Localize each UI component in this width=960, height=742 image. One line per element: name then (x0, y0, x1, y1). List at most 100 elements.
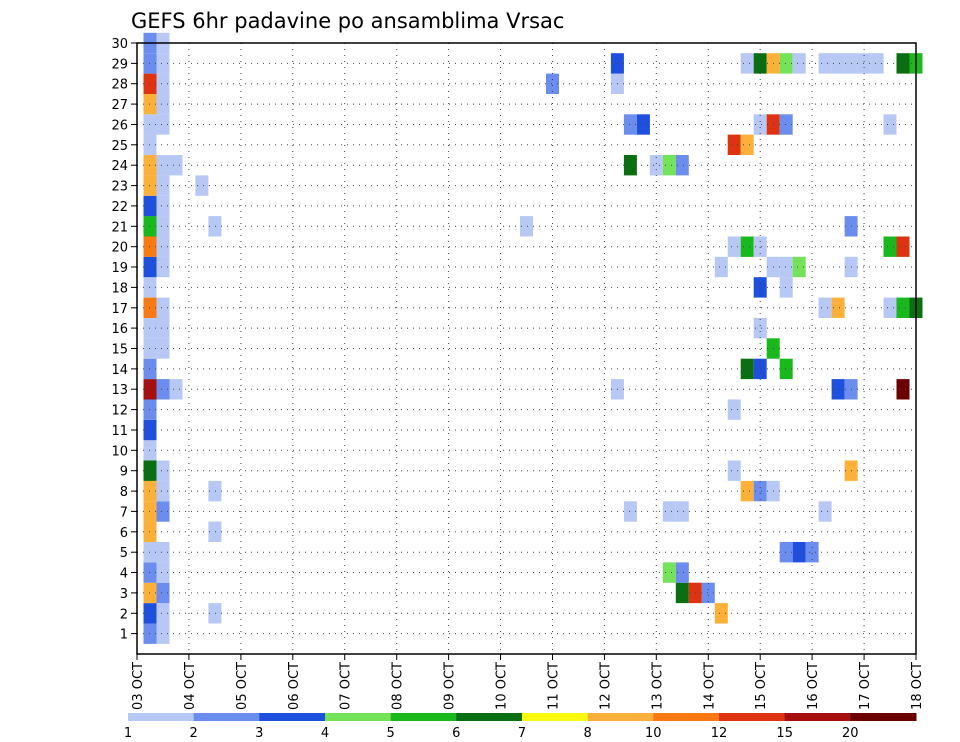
data-cell (156, 460, 170, 481)
colorbar-swatch (784, 713, 851, 721)
data-cell (156, 582, 170, 604)
y-tick-label: 3 (120, 587, 128, 602)
data-cell (636, 114, 650, 135)
data-cell (779, 114, 793, 135)
y-axis: 1234567891011121314151617181920212223242… (111, 37, 137, 643)
data-cell (896, 53, 910, 74)
colorbar-label: 2 (190, 726, 198, 741)
y-tick-label: 17 (111, 302, 128, 317)
x-tick-label: 17 OCT (858, 662, 873, 710)
data-cell (520, 216, 533, 237)
x-tick-label: 11 OCT (547, 662, 562, 710)
colorbar-swatch (587, 713, 654, 721)
y-tick-label: 8 (120, 485, 128, 500)
data-cell (779, 358, 793, 380)
y-tick-label: 12 (111, 404, 128, 419)
y-tick-label: 29 (111, 57, 128, 72)
data-cell (740, 480, 754, 502)
data-cell (779, 53, 793, 74)
colorbar-swatch (325, 713, 392, 721)
y-tick-label: 1 (120, 628, 128, 643)
data-cell (727, 460, 741, 481)
y-tick-label: 26 (111, 119, 128, 134)
y-tick-label: 13 (111, 383, 128, 398)
data-cell (675, 582, 689, 604)
data-cell (753, 317, 767, 339)
data-cell (546, 73, 559, 94)
y-tick-label: 19 (111, 261, 128, 276)
data-cell (156, 195, 170, 217)
data-cell (675, 155, 689, 176)
x-tick-label: 16 OCT (806, 662, 821, 710)
chart-title: GEFS 6hr padavine po ansamblima Vrsac (131, 9, 564, 33)
data-cell (779, 542, 793, 563)
colorbar-swatch (719, 713, 786, 721)
data-cell (896, 236, 910, 257)
y-tick-label: 27 (111, 98, 128, 113)
data-cell (662, 501, 676, 522)
data-cell (208, 216, 222, 237)
data-cell (195, 175, 209, 196)
colorbar-swatch (128, 713, 195, 721)
colorbar-label: 8 (584, 726, 592, 741)
x-tick-label: 14 OCT (702, 662, 717, 710)
data-cell (169, 379, 183, 400)
colorbar-label: 6 (452, 726, 460, 741)
data-cell (740, 53, 754, 74)
colorbar-swatch (259, 713, 326, 721)
x-tick-label: 04 OCT (183, 662, 198, 710)
data-cell (883, 236, 897, 257)
x-tick-label: 05 OCT (235, 662, 250, 710)
data-cell (156, 216, 170, 237)
colorbar-label: 1 (124, 726, 132, 741)
data-cell (156, 297, 170, 318)
colorbar: 1 2 3 4 5 6 7 8 10 12 15 20 (124, 713, 917, 741)
data-cell (831, 53, 845, 74)
data-cell (156, 562, 170, 583)
data-cell (883, 297, 897, 318)
y-tick-label: 15 (111, 343, 128, 358)
colorbar-label: 10 (645, 726, 662, 741)
y-tick-label: 21 (111, 220, 128, 235)
colorbar-label: 5 (387, 726, 395, 741)
data-cell (792, 256, 806, 278)
y-tick-label: 28 (111, 78, 128, 93)
data-cell (857, 53, 871, 74)
data-cell (208, 521, 222, 542)
y-tick-label: 25 (111, 139, 128, 154)
colorbar-swatch (456, 713, 523, 721)
data-cell (649, 155, 663, 176)
y-tick-label: 14 (111, 363, 128, 378)
data-cell (714, 256, 728, 278)
data-cell (727, 236, 741, 257)
data-cell (156, 501, 170, 522)
data-cell (753, 114, 767, 135)
x-tick-label: 06 OCT (287, 662, 302, 710)
data-cell (156, 603, 170, 624)
y-tick-label: 2 (120, 607, 128, 622)
data-cell (623, 155, 637, 176)
y-tick-label: 4 (120, 567, 128, 582)
data-cell (156, 379, 170, 400)
data-cell (740, 134, 754, 155)
data-cell (156, 155, 170, 176)
data-cell (156, 114, 170, 135)
data-cell (156, 542, 170, 563)
y-tick-label: 23 (111, 180, 128, 195)
x-tick-label: 10 OCT (495, 662, 510, 710)
cells-layer (143, 32, 923, 644)
colorbar-swatch (193, 713, 260, 721)
data-cell (818, 53, 832, 74)
colorbar-swatch (653, 713, 720, 721)
x-tick-label: 09 OCT (443, 662, 458, 710)
x-tick-label: 12 OCT (598, 662, 613, 710)
data-cell (156, 338, 170, 359)
data-cell (662, 155, 676, 176)
data-cell (818, 501, 832, 522)
data-cell (896, 379, 910, 400)
data-cell (156, 73, 170, 94)
data-cell (156, 256, 170, 278)
data-cell (623, 114, 637, 135)
x-tick-label: 18 OCT (910, 662, 925, 710)
